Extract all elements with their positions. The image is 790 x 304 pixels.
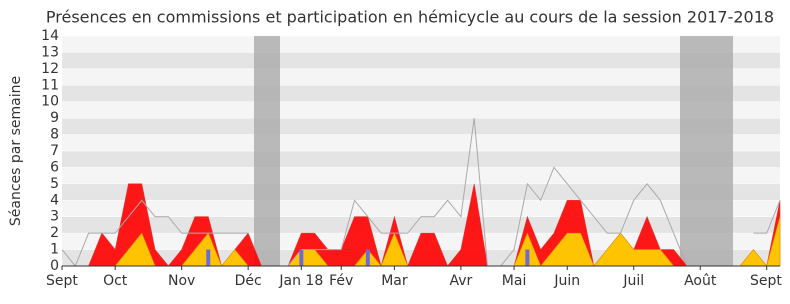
y-tick-label: 9	[50, 110, 59, 126]
vacation-band	[680, 36, 733, 266]
x-tick-label: Juil	[622, 273, 644, 289]
x-tick-label: Mar	[381, 273, 408, 289]
y-tick-label: 8	[50, 127, 59, 143]
stripe	[62, 101, 780, 119]
y-tick-label: 11	[41, 77, 59, 93]
y-tick-label: 2	[50, 225, 59, 241]
bar	[525, 249, 530, 266]
vacation-bands	[254, 36, 733, 266]
stripe	[62, 183, 780, 201]
bar	[206, 249, 211, 266]
x-tick-label: Oct	[103, 273, 128, 289]
stripe	[62, 68, 780, 86]
stripe	[62, 36, 780, 53]
y-tick-label: 4	[50, 192, 59, 208]
chart-title: Présences en commissions et participatio…	[46, 8, 774, 27]
y-tick-label: 5	[50, 176, 59, 192]
y-tick-label: 13	[41, 44, 59, 60]
x-tick-label: Jan 18	[278, 273, 323, 289]
stripes	[62, 36, 780, 266]
y-axis-label: Séances par semaine	[8, 76, 24, 226]
x-tick-label: Mai	[502, 273, 527, 289]
y-tick-label: 10	[41, 94, 59, 110]
y-tick-label: 7	[50, 143, 59, 159]
bar	[365, 249, 370, 266]
y-tick-label: 12	[41, 61, 59, 77]
y-tick-label: 1	[50, 242, 59, 258]
x-tick-label: Août	[684, 273, 717, 289]
stripe	[62, 151, 780, 168]
stripe	[62, 118, 780, 135]
area	[62, 183, 781, 268]
stripe	[62, 200, 780, 217]
stripe	[62, 134, 780, 151]
x-tick-label: Sept	[750, 273, 782, 289]
y-tick-label: 14	[41, 28, 59, 44]
x-tick-label: Juin	[553, 273, 580, 289]
stripe	[62, 85, 780, 102]
x-tick-label: Fév	[329, 273, 353, 289]
x-tick-label: Sept	[46, 273, 78, 289]
x-tick-label: Avr	[449, 273, 472, 289]
bar	[299, 249, 304, 266]
y-tick-label: 6	[50, 159, 59, 175]
vacation-band	[254, 36, 280, 266]
stripe	[62, 216, 780, 234]
x-tick-label: Déc	[235, 273, 262, 289]
x-tick-label: Nov	[168, 273, 195, 289]
stripe	[62, 167, 780, 184]
y-tick-label: 3	[50, 209, 59, 225]
y-tick-label: 0	[50, 258, 59, 274]
stripe	[62, 52, 780, 69]
